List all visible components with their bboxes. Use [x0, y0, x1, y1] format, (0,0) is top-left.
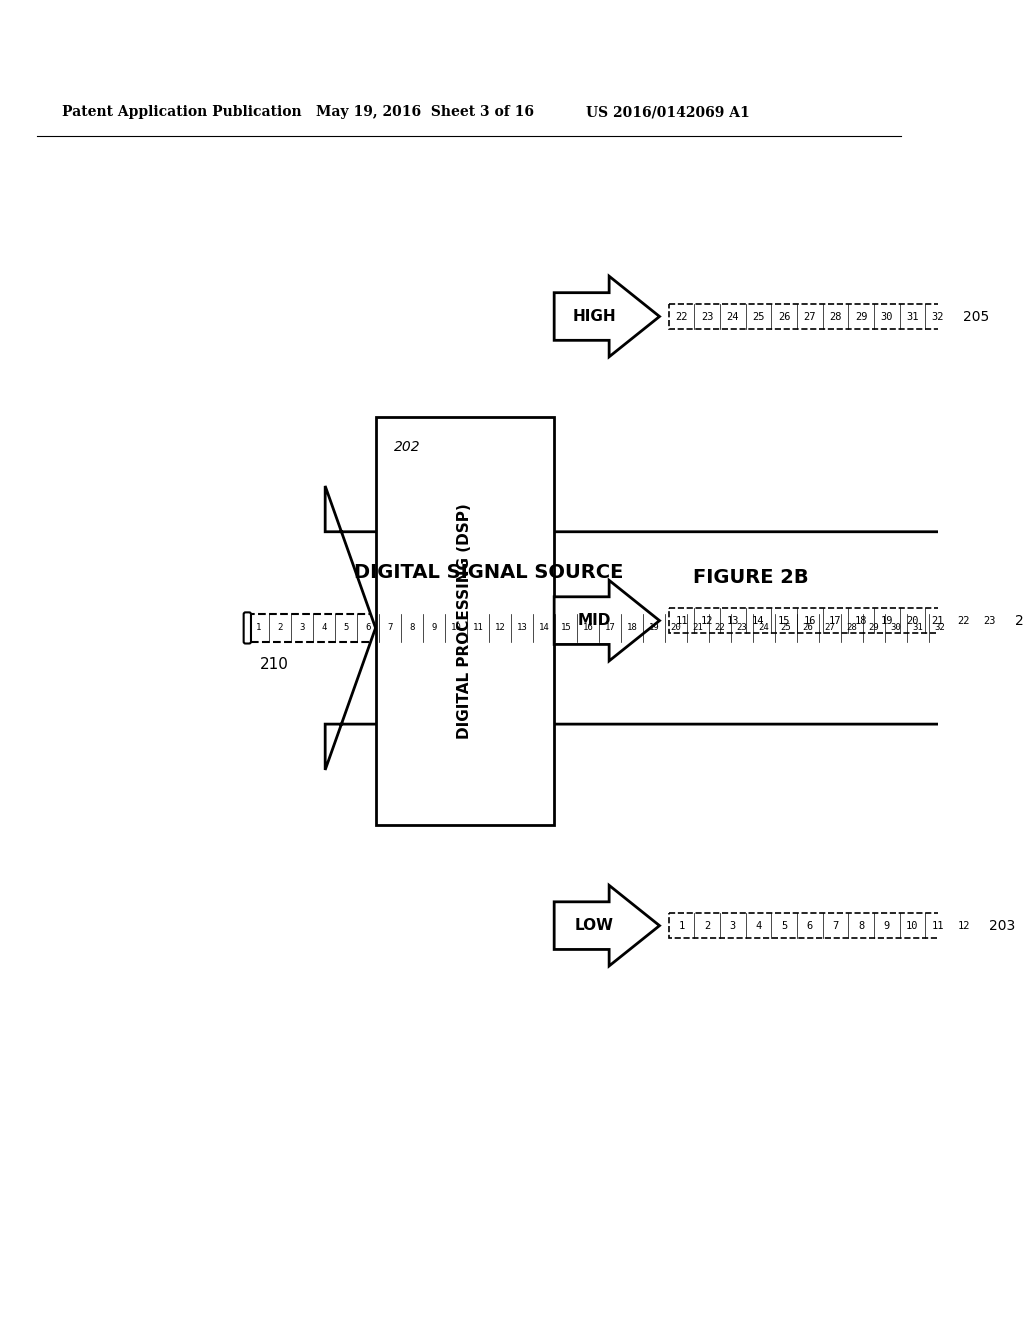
Text: 26: 26	[778, 312, 791, 322]
Text: 4: 4	[756, 920, 762, 931]
Text: 24: 24	[727, 312, 739, 322]
Text: 23: 23	[700, 312, 714, 322]
Text: 28: 28	[847, 623, 857, 632]
Text: 21: 21	[932, 615, 944, 626]
Text: 5: 5	[781, 920, 787, 931]
Text: 14: 14	[539, 623, 550, 632]
Text: 10: 10	[451, 623, 462, 632]
Polygon shape	[326, 486, 955, 770]
Text: 16: 16	[583, 623, 594, 632]
Text: DIGITAL PROCESSING (DSP): DIGITAL PROCESSING (DSP)	[458, 503, 472, 739]
Text: HIGH: HIGH	[572, 309, 616, 323]
Text: 22: 22	[675, 312, 688, 322]
Text: FIGURE 2B: FIGURE 2B	[693, 568, 809, 587]
Bar	[669, 607, 1002, 634]
Text: 20: 20	[906, 615, 919, 626]
Text: 1: 1	[678, 920, 685, 931]
Text: 12: 12	[700, 615, 714, 626]
Text: 17: 17	[829, 615, 842, 626]
Text: 31: 31	[906, 312, 919, 322]
Text: 3: 3	[730, 920, 736, 931]
Text: MID: MID	[578, 612, 611, 628]
Text: 13: 13	[517, 623, 527, 632]
Text: 12: 12	[957, 920, 970, 931]
Text: 25: 25	[780, 623, 792, 632]
Text: 4: 4	[322, 623, 327, 632]
Text: 12: 12	[495, 623, 506, 632]
Text: 29: 29	[868, 623, 880, 632]
Text: 2: 2	[705, 920, 711, 931]
Text: 27: 27	[824, 623, 836, 632]
Text: 29: 29	[855, 312, 867, 322]
Text: 17: 17	[605, 623, 615, 632]
Text: 24: 24	[759, 623, 769, 632]
Text: 7: 7	[833, 920, 839, 931]
Text: 8: 8	[410, 623, 415, 632]
Text: 31: 31	[912, 623, 924, 632]
Text: 10: 10	[906, 920, 919, 931]
Text: 202: 202	[394, 440, 421, 454]
Polygon shape	[554, 581, 659, 661]
Text: 2: 2	[278, 623, 283, 632]
Text: 30: 30	[891, 623, 901, 632]
Text: LOW: LOW	[574, 919, 613, 933]
Text: 19: 19	[881, 615, 893, 626]
Bar	[669, 913, 977, 939]
Text: 7: 7	[387, 623, 393, 632]
Text: 15: 15	[778, 615, 791, 626]
Text: 32: 32	[932, 312, 944, 322]
Text: 14: 14	[753, 615, 765, 626]
Text: 23: 23	[983, 615, 995, 626]
Text: 32: 32	[935, 623, 945, 632]
Text: 6: 6	[366, 623, 371, 632]
Text: May 19, 2016  Sheet 3 of 16: May 19, 2016 Sheet 3 of 16	[316, 106, 535, 119]
Text: 9: 9	[884, 920, 890, 931]
Text: 15: 15	[561, 623, 571, 632]
Text: 20: 20	[671, 623, 681, 632]
Bar	[376, 417, 554, 825]
Text: Patent Application Publication: Patent Application Publication	[62, 106, 302, 119]
Text: 5: 5	[344, 623, 349, 632]
Bar	[669, 304, 951, 329]
Text: 205: 205	[964, 309, 989, 323]
Text: 203: 203	[989, 919, 1015, 933]
Text: 25: 25	[753, 312, 765, 322]
FancyBboxPatch shape	[244, 612, 251, 644]
Text: 11: 11	[932, 920, 944, 931]
Text: 6: 6	[807, 920, 813, 931]
Text: 13: 13	[727, 615, 739, 626]
Text: 26: 26	[803, 623, 813, 632]
Text: 30: 30	[881, 312, 893, 322]
Text: 210: 210	[260, 657, 289, 672]
Bar	[248, 614, 951, 642]
Text: 16: 16	[804, 615, 816, 626]
Polygon shape	[554, 886, 659, 966]
Polygon shape	[554, 276, 659, 356]
Text: 18: 18	[627, 623, 637, 632]
Text: 9: 9	[431, 623, 437, 632]
Text: 22: 22	[715, 623, 725, 632]
Text: 21: 21	[692, 623, 703, 632]
Text: 27: 27	[804, 312, 816, 322]
Text: 1: 1	[256, 623, 261, 632]
Text: 28: 28	[829, 312, 842, 322]
Text: 11: 11	[675, 615, 688, 626]
Text: 3: 3	[300, 623, 305, 632]
Text: 19: 19	[648, 623, 659, 632]
Text: US 2016/0142069 A1: US 2016/0142069 A1	[586, 106, 750, 119]
Text: DIGITAL SIGNAL SOURCE: DIGITAL SIGNAL SOURCE	[354, 564, 624, 582]
Text: 22: 22	[957, 615, 970, 626]
Text: 204: 204	[1015, 614, 1024, 627]
Text: 18: 18	[855, 615, 867, 626]
Text: 8: 8	[858, 920, 864, 931]
Text: 11: 11	[473, 623, 483, 632]
Text: 23: 23	[736, 623, 748, 632]
